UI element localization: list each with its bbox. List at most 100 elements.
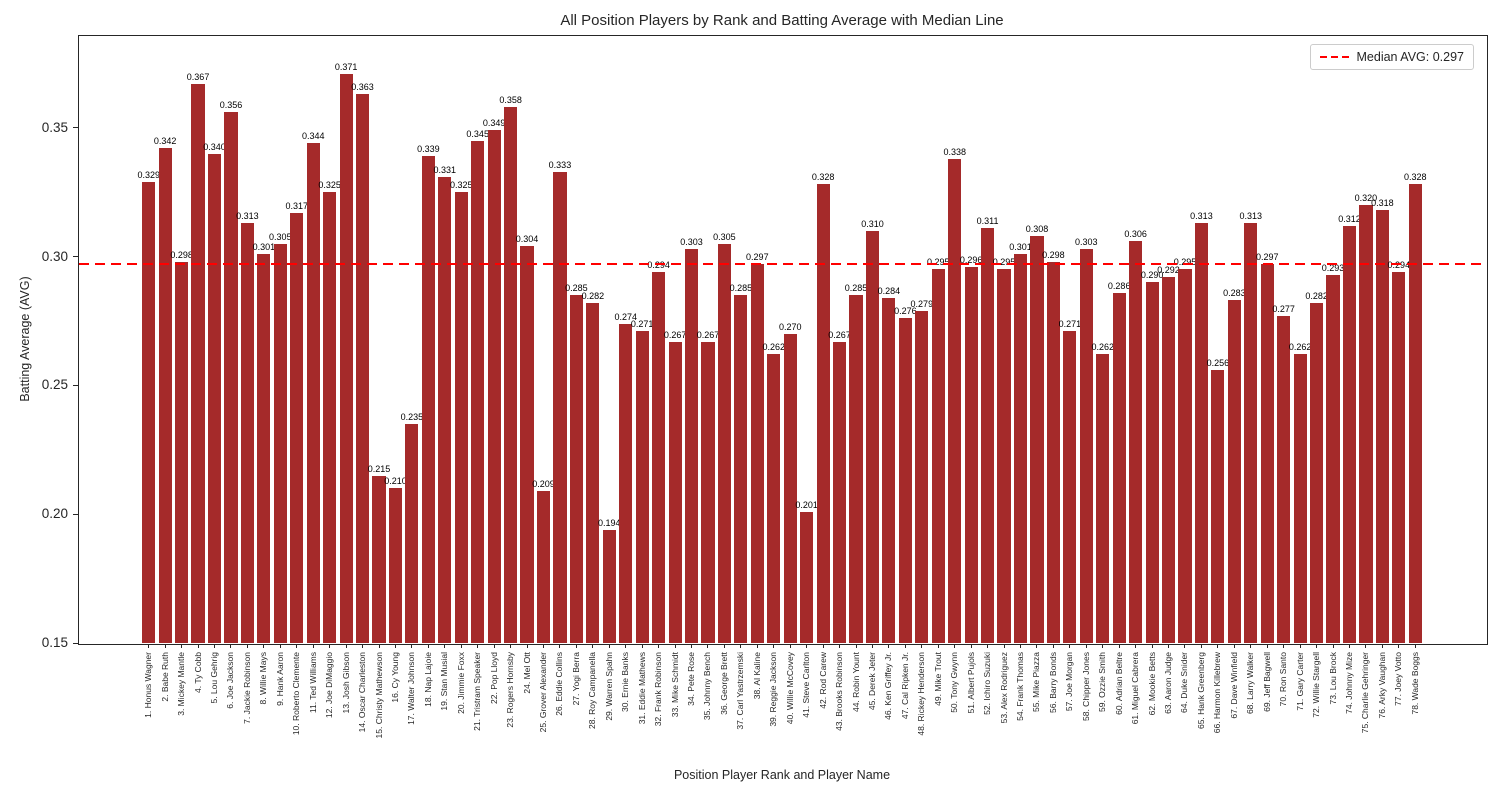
bar-value-label: 0.338 (943, 146, 966, 157)
x-tick-label: 65. Hank Greenberg (1195, 652, 1206, 730)
bar (520, 246, 534, 643)
bar (931, 269, 945, 643)
bar-value-label: 0.271 (1058, 319, 1082, 330)
x-tick-label: 43. Brooks Robinson (834, 652, 845, 731)
x-tick-mark (460, 644, 462, 648)
bar (240, 223, 254, 643)
bar (388, 488, 403, 643)
y-tick-mark (73, 127, 78, 129)
x-tick-label: 28. Roy Campanella (587, 652, 598, 730)
x-tick-label: 49. Mike Trout (932, 652, 943, 706)
x-tick-mark (1151, 644, 1153, 648)
bar-value-label: 0.194 (598, 517, 621, 528)
x-tick-mark (296, 644, 298, 648)
bar-value-label: 0.298 (1042, 249, 1065, 260)
x-tick-mark (1184, 644, 1186, 648)
bar (750, 264, 764, 643)
x-tick-mark (394, 644, 396, 648)
bar-value-label: 0.328 (1404, 172, 1427, 183)
bar-value-label: 0.313 (236, 211, 259, 222)
x-tick-mark (1200, 644, 1202, 648)
bar (553, 171, 567, 643)
bar (800, 511, 814, 643)
bar-value-label: 0.305 (713, 231, 736, 242)
bar (1211, 369, 1225, 643)
bar-value-label: 0.363 (351, 82, 374, 93)
x-tick-mark (362, 644, 364, 648)
x-tick-label: 1. Honus Wagner (143, 652, 154, 718)
x-tick-mark (1398, 644, 1400, 648)
x-tick-mark (230, 644, 232, 648)
x-tick-label: 38. Al Kaline (751, 652, 762, 700)
bar-value-label: 0.306 (1124, 229, 1147, 240)
median-line (79, 263, 1485, 266)
y-tick-mark (73, 256, 78, 258)
x-tick-mark (181, 644, 183, 648)
bar (1342, 225, 1357, 643)
bar (1046, 261, 1060, 643)
x-tick-label: 34. Pete Rose (686, 652, 697, 706)
bar-value-label: 0.339 (417, 144, 440, 155)
x-tick-mark (477, 644, 479, 648)
bar-value-label: 0.311 (976, 216, 999, 227)
y-tick-mark (73, 384, 78, 386)
x-tick-label: 24. Mel Ott (521, 652, 532, 694)
x-tick-mark (345, 644, 347, 648)
x-tick-label: 55. Mike Piazza (1031, 652, 1042, 712)
x-tick-label: 47. Cal Ripken Jr. (899, 652, 910, 720)
x-tick-label: 31. Eddie Mathews (636, 652, 647, 725)
x-tick-label: 20. Jimmie Foxx (455, 652, 466, 714)
y-tick-mark (73, 513, 78, 515)
bar-value-label: 0.367 (186, 71, 210, 82)
x-tick-label: 75. Charlie Gehringer (1360, 652, 1371, 734)
bar (1244, 223, 1258, 643)
bar-value-label: 0.262 (1091, 342, 1114, 353)
x-tick-mark (1381, 644, 1383, 648)
bar (964, 266, 978, 643)
bar-value-label: 0.305 (269, 231, 292, 242)
bar (1161, 277, 1176, 643)
x-tick-mark (1135, 644, 1137, 648)
bar (158, 148, 172, 643)
bar (849, 295, 863, 643)
legend-label: Median AVG: 0.297 (1356, 50, 1464, 64)
x-tick-mark (411, 644, 413, 648)
x-tick-label: 54. Frank Thomas (1015, 652, 1025, 721)
bar-value-label: 0.333 (548, 159, 572, 170)
x-tick-mark (839, 644, 841, 648)
x-tick-mark (904, 644, 906, 648)
bar-value-label: 0.340 (203, 141, 226, 152)
bar (306, 143, 320, 643)
x-tick-mark (378, 644, 380, 648)
x-tick-label: 9. Hank Aaron (274, 652, 285, 706)
bar-value-label: 0.235 (400, 412, 424, 423)
bar (1129, 241, 1143, 643)
x-tick-mark (707, 644, 709, 648)
x-tick-mark (444, 644, 446, 648)
bar (816, 184, 830, 643)
bar (224, 112, 238, 643)
bar (487, 130, 501, 643)
bar (1326, 274, 1340, 643)
bar-value-label: 0.301 (252, 241, 276, 252)
bar-value-label: 0.283 (1223, 288, 1246, 299)
y-tick-label: 0.30 (41, 248, 68, 264)
x-tick-mark (263, 644, 265, 648)
bar-value-label: 0.329 (137, 169, 160, 180)
bar (290, 212, 304, 643)
bar-value-label: 0.290 (1140, 270, 1164, 281)
x-tick-label: 72. Willie Stargell (1311, 652, 1322, 718)
bar-value-label: 0.349 (482, 118, 506, 129)
bar-value-label: 0.295 (916, 257, 960, 268)
bar (1030, 235, 1044, 643)
x-tick-label: 50. Tony Gwynn (949, 652, 960, 713)
bar (438, 176, 452, 643)
x-axis-label: Position Player Rank and Player Name (673, 768, 891, 782)
x-tick-mark (493, 644, 495, 648)
bar-value-label: 0.308 (1025, 223, 1049, 234)
bar-value-label: 0.256 (1206, 357, 1230, 368)
bar-value-label: 0.331 (433, 164, 457, 175)
bar-value-label: 0.286 (1107, 280, 1131, 291)
x-tick-label: 52. Ichiro Suzuki (982, 652, 993, 715)
x-tick-mark (510, 644, 512, 648)
